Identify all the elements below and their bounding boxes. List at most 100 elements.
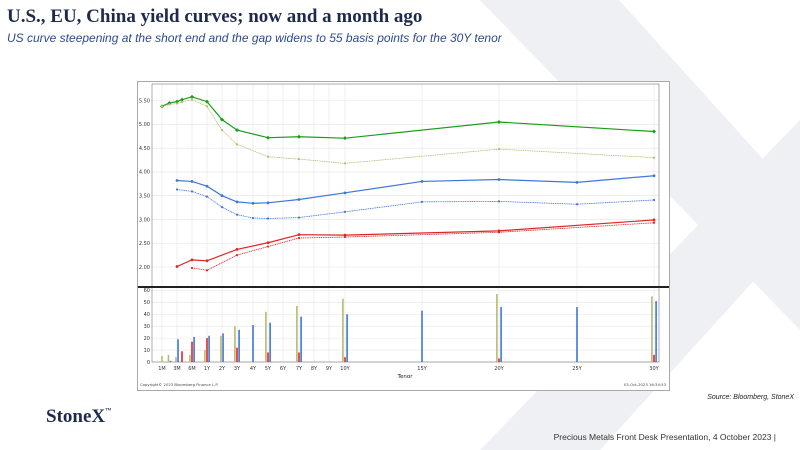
- change-bar: [653, 354, 655, 362]
- x-tick-label: 6Y: [280, 366, 287, 372]
- y-tick-label: 50: [144, 300, 150, 306]
- change-bar: [300, 316, 302, 362]
- us-point: [220, 117, 224, 122]
- change-bar: [167, 354, 170, 362]
- change-bar: [177, 339, 179, 362]
- us_prev-series: [160, 98, 656, 165]
- x-tick-label: 3M: [173, 366, 181, 372]
- change-bar: [238, 329, 240, 362]
- us_prev-point: [297, 157, 301, 161]
- eu_prev-point: [266, 217, 270, 220]
- cn-point: [297, 233, 301, 237]
- eu_prev-line: [176, 189, 655, 219]
- change-bar: [498, 358, 500, 362]
- change-bar: [175, 357, 177, 362]
- eu_prev-point: [297, 216, 301, 219]
- eu_prev-point: [190, 190, 194, 193]
- us-point: [297, 134, 301, 139]
- x-tick-label: 30Y: [649, 366, 659, 372]
- us_prev-point: [266, 155, 270, 158]
- eu-point: [190, 180, 194, 183]
- x-tick-label: 6M: [188, 366, 196, 372]
- eu-point: [343, 191, 347, 195]
- us-point: [652, 129, 656, 134]
- us_prev-point: [497, 148, 501, 151]
- change-bar: [346, 314, 348, 362]
- cn_prev-point: [190, 266, 194, 270]
- change-bar: [496, 293, 498, 362]
- change-bar: [236, 347, 238, 362]
- cn-point: [205, 259, 209, 263]
- x-tick-label: 9Y: [326, 366, 333, 372]
- eu_prev-point: [220, 206, 224, 209]
- us-point: [343, 136, 347, 141]
- cn_prev-point: [266, 245, 270, 248]
- eu-line: [176, 175, 655, 204]
- x-tick-label: 25Y: [572, 366, 582, 372]
- cn_prev-point: [297, 236, 301, 240]
- change-bar: [181, 351, 183, 362]
- y-tick-label: 2.50: [139, 241, 150, 247]
- x-tick-label: 3Y: [234, 366, 241, 372]
- eu_prev-point: [652, 198, 656, 202]
- yield-curve-chart: 2.00 2.50 3.00 3.50 4.00 4.50 5.00 5.50 0 10 20 30 4…: [138, 83, 669, 387]
- change-bar: [344, 357, 346, 362]
- x-tick-label: 8Y: [311, 366, 318, 372]
- us_prev-point: [168, 103, 171, 106]
- change-bar: [296, 305, 298, 362]
- eu_prev-point: [251, 216, 255, 220]
- y-tick-label: 3.00: [139, 217, 150, 223]
- eu_prev-point: [235, 213, 239, 216]
- change-bar: [269, 322, 271, 362]
- change-bar: [252, 325, 254, 362]
- cn_prev-series: [190, 221, 656, 272]
- chart-frame: 2.00 2.50 3.00 3.50 4.00 4.50 5.00 5.50 0 10 20 30 4…: [137, 81, 670, 391]
- x-tick-label: 1Y: [204, 366, 211, 372]
- us_prev-point: [160, 105, 164, 108]
- x-tick-label: 10Y: [340, 366, 350, 372]
- us_prev-point: [175, 102, 179, 105]
- eu_prev-point: [175, 188, 179, 191]
- x-axis-title: Tenor: [397, 374, 414, 380]
- change-bar: [206, 338, 208, 362]
- eu-point: [235, 200, 239, 204]
- change-bar: [234, 326, 236, 362]
- x-tick-label: 15Y: [417, 366, 427, 372]
- x-tick-label: 5Y: [265, 366, 272, 372]
- grid-lines: [152, 84, 659, 363]
- cn_prev-point: [497, 231, 501, 234]
- us_prev-point: [205, 105, 209, 108]
- change-bar: [500, 307, 502, 362]
- eu_prev-point: [205, 195, 209, 198]
- eu-point: [497, 178, 501, 181]
- y-tick-label: 4.50: [139, 146, 150, 152]
- cn_prev-line: [191, 222, 655, 271]
- change-bar: [220, 335, 222, 362]
- cn-point: [343, 233, 347, 237]
- y-tick-label: 40: [144, 312, 150, 318]
- page-title: U.S., EU, China yield curves; now and a …: [7, 6, 423, 27]
- eu-point: [652, 174, 656, 178]
- cn-point: [235, 248, 239, 251]
- logo-text: StoneX: [46, 406, 106, 427]
- us-series: [160, 94, 656, 141]
- us-point: [497, 120, 501, 125]
- change-bar: [267, 352, 269, 362]
- us-point: [266, 135, 270, 140]
- eu-point: [220, 194, 224, 198]
- x-tick-label: 7Y: [296, 366, 303, 372]
- y-tick-label: 2.00: [139, 265, 150, 271]
- x-tick-label: 2Y: [219, 366, 226, 372]
- change-bar: [651, 296, 653, 362]
- eu_prev-point: [420, 200, 424, 203]
- cn_prev-point: [235, 254, 239, 257]
- us-point: [175, 99, 179, 104]
- y-tick-label: 30: [144, 324, 150, 330]
- cn_prev-point: [652, 221, 656, 224]
- us-line: [161, 96, 655, 139]
- eu-point: [266, 201, 270, 205]
- copyright-note: Copyright© 2023 Bloomberg Finance L.P.: [140, 382, 218, 387]
- eu-series: [175, 174, 656, 205]
- change-bar: [204, 350, 206, 362]
- change-bar: [193, 336, 195, 362]
